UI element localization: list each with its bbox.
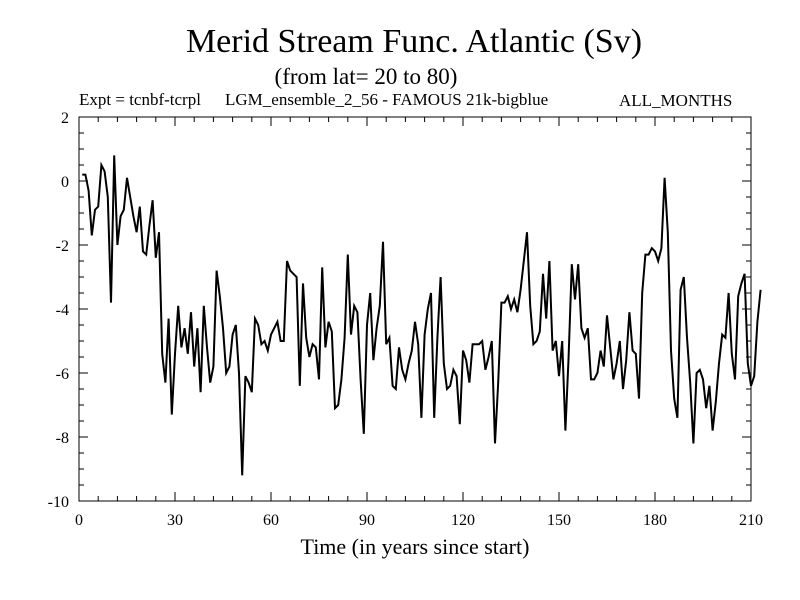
months-label: ALL_MONTHS	[619, 91, 732, 110]
chart-subtitle: (from lat= 20 to 80)	[275, 64, 458, 89]
x-tick-label: 0	[75, 512, 83, 529]
axis-ticks	[78, 116, 752, 502]
x-tick-label: 150	[547, 512, 571, 529]
plot-frame	[78, 116, 752, 502]
experiment-label: Expt = tcnbf-tcrpl	[79, 90, 201, 109]
x-tick-label: 210	[739, 512, 763, 529]
x-tick-label: 90	[359, 512, 375, 529]
y-tick-label: -4	[56, 302, 69, 319]
y-tick-label: -8	[56, 430, 69, 447]
tick-labels: 0 30 60 90 120 150 180 210 2 0 -2 -4 -6 -8 -10	[48, 110, 763, 529]
x-tick-label: 30	[167, 512, 183, 529]
x-axis-label: Time (in years since start)	[301, 534, 530, 559]
y-tick-label: -10	[48, 494, 69, 511]
x-tick-label: 120	[451, 512, 475, 529]
chart-title: Merid Stream Func. Atlantic (Sv)	[186, 23, 642, 60]
ensemble-label: LGM_ensemble_2_56 - FAMOUS 21k-bigblue	[225, 90, 548, 109]
y-tick-label: 2	[61, 110, 69, 127]
y-tick-label: 0	[61, 174, 69, 191]
x-tick-label: 60	[263, 512, 279, 529]
y-tick-label: -6	[56, 366, 69, 383]
y-tick-label: -2	[56, 238, 69, 255]
x-tick-label: 180	[643, 512, 667, 529]
series-line	[82, 155, 762, 476]
